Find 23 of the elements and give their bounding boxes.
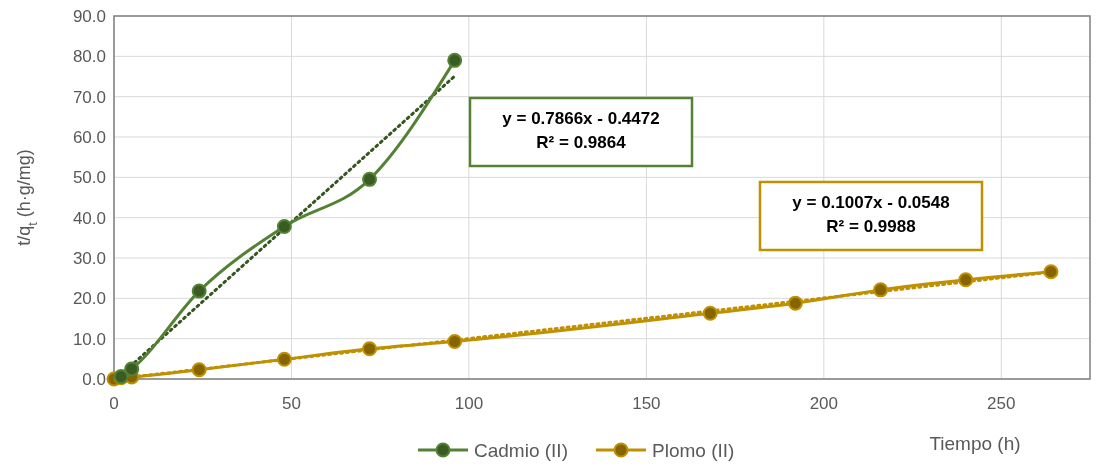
x-tick-label: 0 xyxy=(109,394,119,413)
y-tick-label: 60.0 xyxy=(72,128,106,147)
y-tick-label: 90.0 xyxy=(72,7,106,26)
y-tick-label: 30.0 xyxy=(72,249,106,268)
annotation: y = 0.1007x - 0.0548 R² = 0.9988 xyxy=(792,193,950,236)
equation-box: y = 0.1007x - 0.0548 R² = 0.9988 xyxy=(758,180,984,252)
x-tick-label: 250 xyxy=(987,394,1016,413)
x-tick-label: 200 xyxy=(809,394,839,413)
x-tick-label: 50 xyxy=(281,394,301,413)
y-tick-label: 40.0 xyxy=(72,208,106,228)
annotation: y = 0.7866x - 0.4472 R² = 0.9864 xyxy=(502,109,660,152)
y-tick-label: 50.0 xyxy=(72,168,106,188)
y-tick-label: 10.0 xyxy=(72,329,106,349)
y-tick-label: 70.0 xyxy=(72,87,106,107)
y-tick-label: 20.0 xyxy=(72,289,106,309)
legend-label: Cadmio (II) xyxy=(474,440,568,461)
legend-label: Plomo (II) xyxy=(652,440,735,461)
y-tick-label: 0.0 xyxy=(82,370,106,389)
x-tick-label: 100 xyxy=(454,394,484,413)
x-tick-label: 150 xyxy=(632,394,661,413)
y-tick-label: 80.0 xyxy=(72,47,106,67)
equation-box: y = 0.7866x - 0.4472 R² = 0.9864 xyxy=(468,96,694,168)
x-axis-title: Tiempo (h) xyxy=(929,433,1021,454)
